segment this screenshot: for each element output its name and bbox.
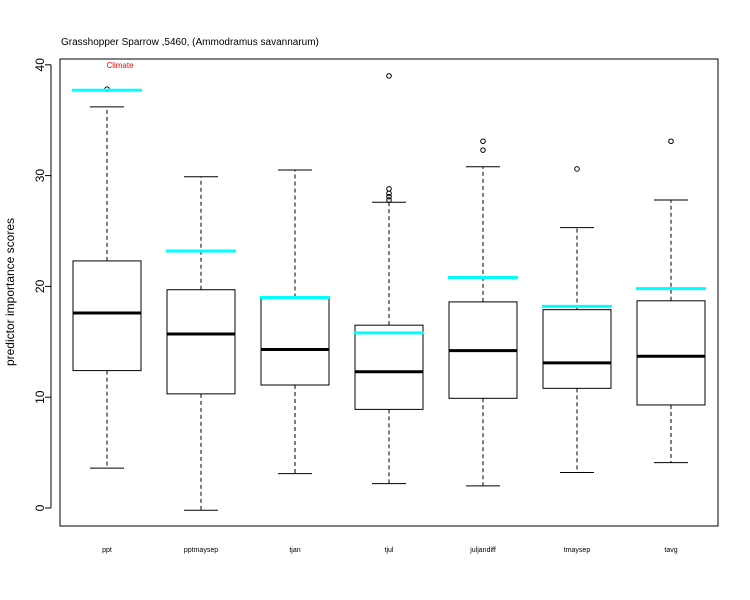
iqr-box (72, 260, 142, 372)
outlier-point (386, 190, 392, 197)
outlier-point (386, 73, 392, 79)
outlier-point (386, 186, 392, 192)
y-tick-label: 20 (33, 279, 47, 293)
outlier-point (480, 138, 486, 145)
box-tjul (354, 73, 424, 485)
x-tick-label: tjul (385, 547, 394, 554)
chart-title: Grasshopper Sparrow ,5460, (Ammodramus s… (61, 37, 319, 48)
iqr-box (354, 324, 424, 410)
iqr-box (542, 309, 612, 389)
y-tick-label: 30 (33, 169, 47, 183)
box-juljandiff (448, 138, 518, 487)
x-tick-label: ppt (102, 547, 112, 554)
outlier-point (480, 147, 486, 153)
plot-frame (59, 58, 719, 527)
y-tick-label: 40 (33, 58, 47, 72)
x-tick-label: juljandiff (469, 547, 496, 554)
y-tick-label: 10 (33, 390, 47, 404)
box-series (72, 73, 706, 511)
x-axis-labels: ppt pptmaysep tjan tjul juljandiff tmaysep tav… (102, 547, 678, 554)
x-tick-label: pptmaysep (184, 547, 218, 554)
iqr-box (260, 296, 330, 386)
y-axis-label: predictor importance scores (3, 218, 17, 366)
box-tjan (260, 169, 330, 475)
outlier-point (574, 166, 580, 172)
iqr-box (166, 289, 236, 395)
x-tick-label: tjan (289, 547, 300, 554)
box-pptmaysep (166, 176, 236, 511)
iqr-box (636, 300, 706, 406)
x-tick-label: tavg (664, 547, 677, 554)
box-ppt (72, 86, 142, 469)
outlier-point (386, 193, 392, 200)
outlier-point (386, 197, 392, 203)
box-tavg (636, 138, 706, 464)
box-tmaysep (542, 166, 612, 474)
climate-annotation: Climate (106, 61, 134, 70)
outlier-point (668, 138, 674, 145)
x-tick-label: tmaysep (564, 547, 591, 554)
y-axis: 0 10 20 30 40 (33, 58, 52, 511)
y-tick-label: 0 (33, 504, 47, 511)
